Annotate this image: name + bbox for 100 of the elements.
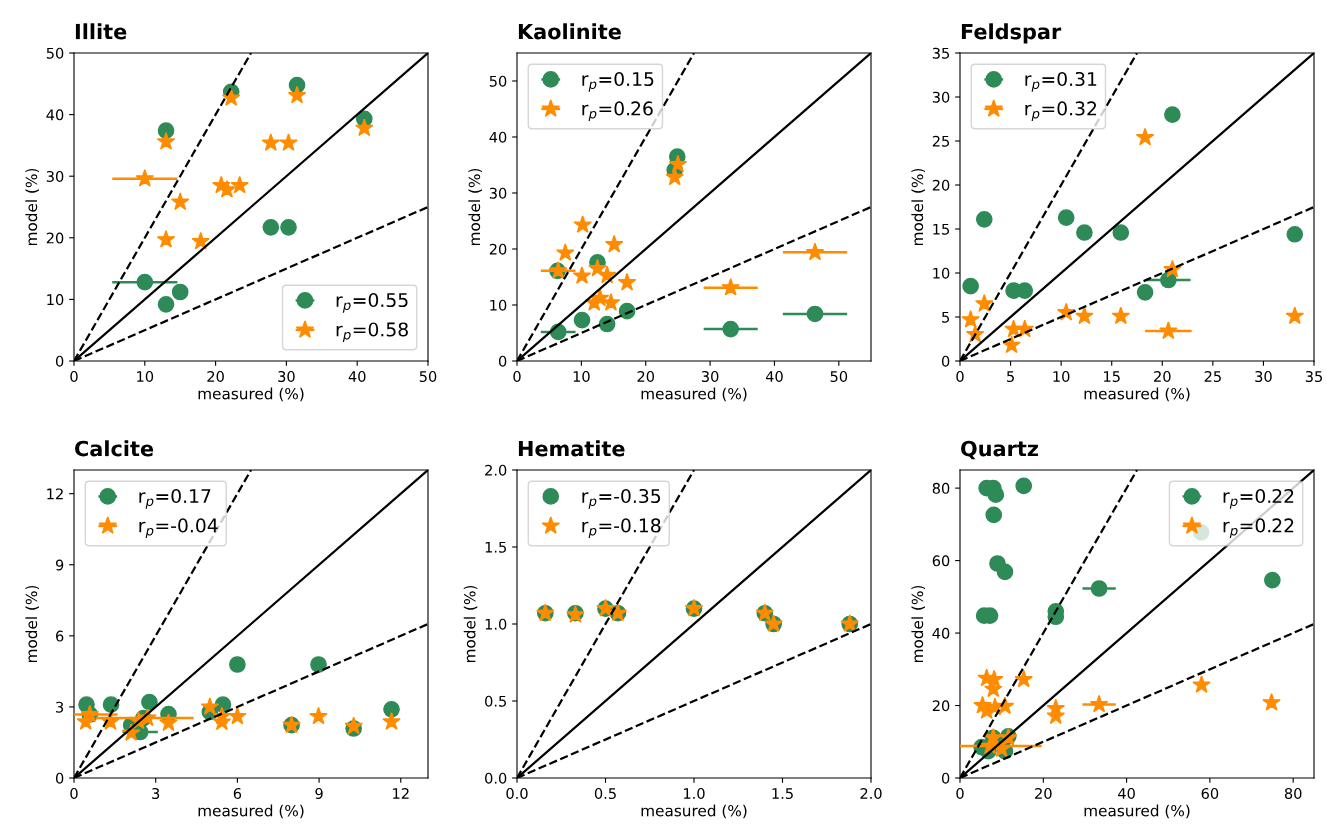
y-tick-label: 40 (46, 109, 64, 121)
x-tick-label: 0.5 (594, 787, 616, 800)
y-tick-label: 50 (46, 47, 64, 59)
y-tick-label: 10 (490, 299, 507, 311)
x-tick-label: 0 (513, 370, 521, 383)
y-axis-title: model (%) (911, 585, 925, 663)
x-axis-title: measured (%) (1084, 387, 1190, 402)
chart-title: Quartz (961, 440, 1038, 460)
legend-label: r$_{p}$=0.22 (1223, 518, 1294, 539)
x-axis-title: measured (%) (641, 804, 747, 819)
y-tick-label: 0 (498, 355, 507, 367)
legend-label: r$_{p}$=0.26 (582, 101, 653, 122)
legend-label: r$_{p}$=0.58 (336, 322, 408, 343)
x-tick-label: 15 (1104, 371, 1120, 383)
x-tick-label: 50 (419, 370, 437, 383)
y-axis-title: model (%) (468, 168, 482, 246)
y-tick-label: 12 (47, 488, 63, 500)
y-tick-label: 10 (47, 294, 64, 306)
x-tick-label: 40 (348, 370, 366, 383)
x-tick-label: 50 (830, 370, 848, 383)
y-axis-title: model (%) (463, 585, 478, 663)
x-axis-title: measured (%) (1084, 804, 1190, 819)
y-axis-title: model (%) (25, 585, 39, 663)
x-tick-label: 10 (1053, 370, 1070, 383)
legend-label: r$_{p}$=-0.04 (139, 518, 218, 539)
y-axis-title: model (%) (911, 168, 925, 246)
y-tick-label: 0 (941, 355, 950, 367)
y-tick-label: 0.0 (485, 772, 507, 784)
legend-label: r$_{p}$=0.15 (582, 71, 654, 92)
y-axis-title: model (%) (25, 168, 39, 246)
y-tick-label: 30 (932, 91, 950, 103)
chart-title: Kaolinite (518, 23, 621, 40)
y-tick-label: 30 (489, 187, 507, 199)
x-tick-label: 30 (278, 370, 295, 383)
legend-label: r$_{p}$=0.32 (1025, 101, 1097, 122)
x-tick-label: 35 (1305, 370, 1322, 383)
x-tick-label: 1.0 (684, 787, 705, 800)
x-tick-label: 20 (207, 370, 224, 383)
y-tick-label: 0 (55, 772, 64, 784)
y-tick-label: 15 (933, 223, 949, 235)
x-tick-label: 6 (233, 787, 242, 800)
x-tick-label: 40 (1118, 787, 1135, 800)
x-tick-label: 0 (956, 787, 964, 800)
y-tick-label: 30 (46, 170, 64, 182)
y-tick-label: 20 (932, 179, 950, 191)
x-tick-label: 1.5 (772, 788, 793, 800)
x-tick-label: 20 (1154, 370, 1171, 383)
x-tick-label: 10 (573, 370, 590, 383)
x-tick-label: 2.0 (860, 787, 882, 800)
y-tick-label: 25 (932, 135, 949, 147)
y-tick-label: 0 (941, 772, 950, 784)
y-tick-label: 6 (56, 630, 64, 642)
x-tick-label: 40 (765, 370, 783, 383)
y-tick-label: 20 (932, 700, 950, 712)
legend-label: r$_{p}$=0.17 (139, 488, 211, 509)
x-tick-label: 30 (701, 370, 719, 383)
legend-label: r$_{p}$=-0.35 (582, 488, 661, 509)
y-tick-label: 2.0 (485, 464, 507, 476)
x-tick-label: 0 (70, 787, 78, 800)
y-tick-label: 20 (489, 243, 507, 255)
x-tick-label: 30 (1255, 370, 1272, 383)
chart-title: Calcite (75, 440, 154, 457)
y-tick-label: 35 (932, 47, 949, 59)
y-tick-label: 1.0 (485, 618, 507, 630)
chart-title: Illite (75, 23, 127, 40)
x-tick-label: 25 (1204, 370, 1221, 383)
legend-label: r$_{p}$=0.22 (1223, 488, 1294, 509)
legend-label: r$_{p}$=0.31 (1025, 71, 1097, 92)
y-tick-label: 1.5 (485, 541, 506, 553)
y-tick-label: 5 (942, 311, 949, 323)
x-tick-label: 20 (637, 370, 655, 383)
x-axis-title: measured (%) (641, 387, 747, 402)
y-tick-label: 40 (932, 627, 950, 639)
legend-label: r$_{p}$=0.55 (336, 292, 408, 313)
y-tick-label: 3 (56, 701, 64, 713)
x-tick-label: 3 (152, 787, 160, 800)
y-tick-label: 10 (933, 267, 950, 279)
x-tick-label: 80 (1284, 787, 1302, 800)
y-tick-label: 0 (55, 355, 64, 367)
x-tick-label: 9 (315, 787, 323, 800)
x-tick-label: 10 (137, 370, 154, 383)
y-tick-label: 50 (489, 75, 507, 87)
x-axis-title: measured (%) (198, 387, 304, 402)
x-tick-label: 0.0 (506, 787, 528, 800)
y-tick-label: 9 (55, 559, 64, 571)
x-tick-label: 0 (70, 370, 78, 383)
x-axis-title: measured (%) (198, 804, 304, 819)
y-tick-label: 0.5 (485, 695, 506, 707)
chart-title: Feldspar (961, 23, 1062, 44)
x-tick-label: 5 (1007, 371, 1014, 383)
y-tick-label: 80 (932, 482, 950, 494)
x-tick-label: 12 (393, 787, 409, 799)
x-tick-label: 20 (1035, 787, 1052, 800)
legend-label: r$_{p}$=-0.18 (582, 518, 661, 539)
chart-title: Hematite (518, 440, 625, 457)
x-tick-label: 60 (1201, 787, 1219, 800)
y-tick-label: 20 (46, 232, 64, 244)
y-tick-label: 40 (489, 131, 507, 143)
y-tick-label: 60 (932, 555, 950, 567)
x-tick-label: 0 (956, 370, 964, 383)
